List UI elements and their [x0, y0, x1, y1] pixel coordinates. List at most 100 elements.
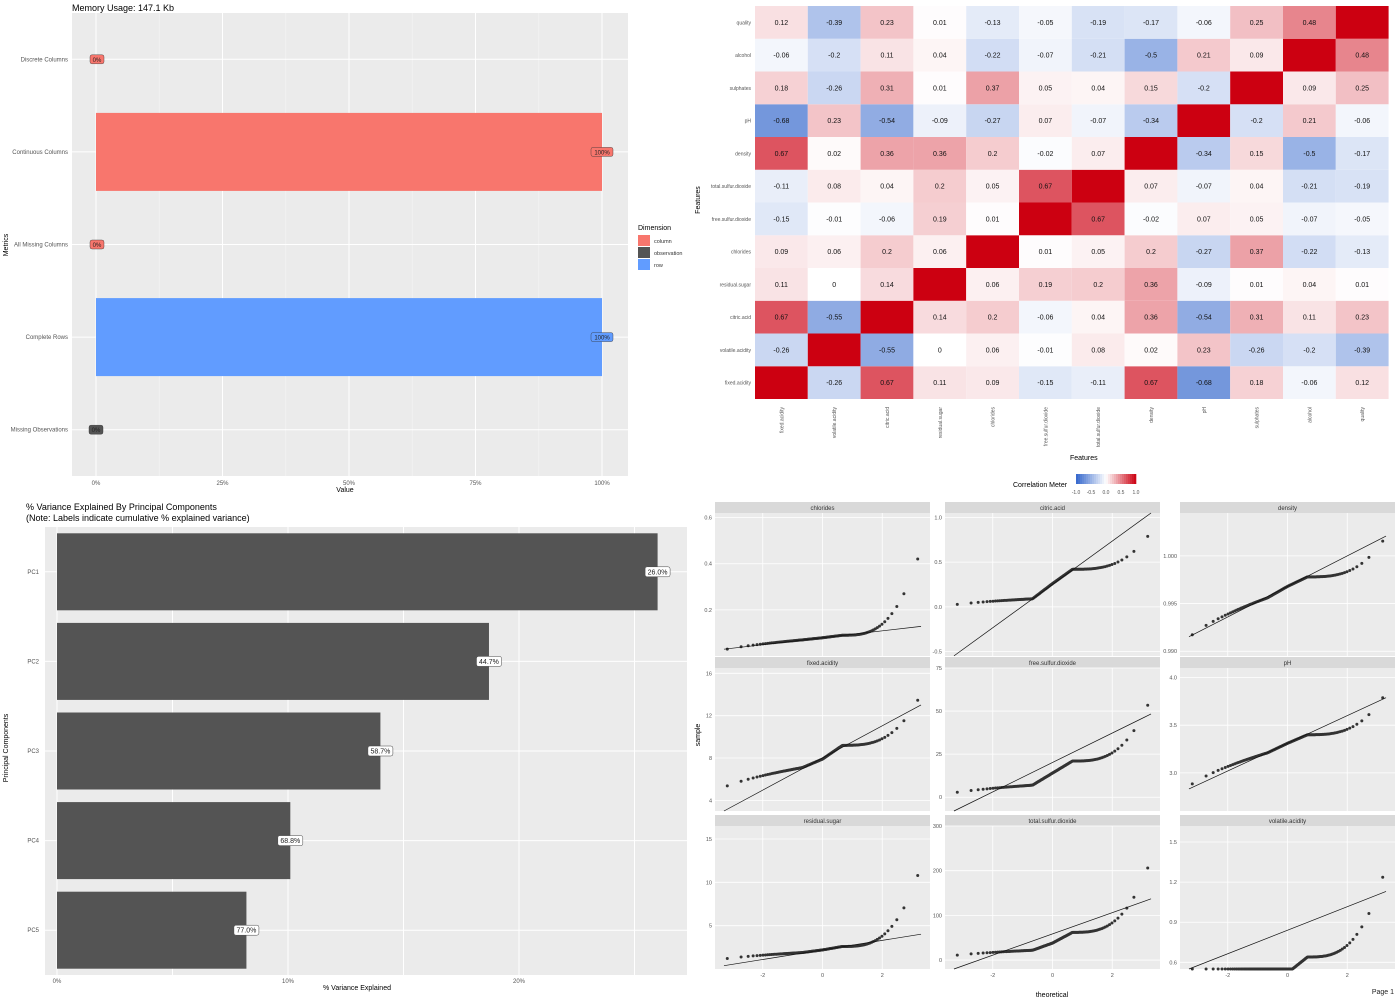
heatmap-cell [966, 38, 1019, 72]
qq-y-tick-label: 3.0 [1169, 771, 1177, 777]
heatmap-cell-label: 0.07 [1144, 184, 1158, 191]
intro-legend-title: Dimension [638, 225, 671, 232]
qq-y-tick-label: 1.0 [934, 515, 942, 521]
qq-point [981, 951, 985, 955]
qq-point [1348, 726, 1352, 730]
heatmap-cell [755, 137, 808, 170]
qq-point [916, 873, 920, 877]
heatmap-cell [1019, 169, 1072, 203]
qq-y-tick-label: 5 [709, 924, 712, 930]
qq-facet-strip-label: fixed.acidity [807, 661, 838, 667]
qq-point [725, 957, 729, 961]
qq-point [739, 779, 743, 783]
heatmap-cell-label: -0.06 [773, 53, 789, 60]
qq-y-tick-label: 1.000 [1163, 554, 1177, 560]
qq-y-tick-label: 0.990 [1163, 649, 1177, 655]
heatmap-legend-gradient-step [1076, 474, 1079, 484]
heatmap-cell-label: -0.15 [773, 216, 789, 223]
pca-bar [57, 712, 381, 790]
qq-point [1120, 912, 1124, 916]
heatmap-legend-gradient-step [1080, 474, 1083, 484]
qq-y-tick-label: 0.0 [934, 605, 942, 611]
heatmap-cell-label: 0.21 [1197, 53, 1211, 60]
plot-pca-panel: % Variance Explained By Principal Compon… [0, 498, 695, 999]
qq-facet-strip-label: free.sulfur.dioxide [1029, 661, 1077, 667]
heatmap-cell [1071, 38, 1125, 72]
heatmap-cell [1177, 235, 1231, 268]
qq-y-tick-label: 100 [933, 913, 942, 919]
intro-x-tick-label: 75% [469, 481, 482, 487]
heatmap-cell-label: -0.11 [1090, 380, 1106, 387]
heatmap-cell [1230, 333, 1283, 367]
heatmap-cell-label: 0.67 [1144, 380, 1158, 387]
heatmap-legend-gradient-step [1116, 474, 1119, 484]
heatmap-cell [1177, 71, 1231, 105]
heatmap-x-tick-label: fixed.acidity [779, 407, 785, 434]
plot-intro-chart: Memory Usage: 147.1 Kb 0% 25% 50% 75% 100% Dis… [3, 3, 682, 494]
qq-point [878, 738, 882, 742]
qq-y-tick-label: 0.995 [1163, 602, 1177, 608]
qq-facet-strip [1180, 815, 1395, 826]
heatmap-cell [913, 38, 967, 72]
heatmap-cell-label: 0.2 [988, 151, 998, 158]
heatmap-cell [913, 300, 967, 334]
qq-facet-free-sulfur-dioxide: free.sulfur.dioxide 0 25 50 75 [936, 657, 1160, 812]
heatmap-cell [1335, 169, 1389, 203]
heatmap-cell [1230, 300, 1283, 334]
heatmap-cell-label: -0.06 [879, 216, 895, 223]
qq-point [1220, 967, 1224, 971]
qq-point [1345, 943, 1349, 947]
heatmap-legend-gradient-step [1082, 474, 1085, 484]
qq-point [993, 599, 997, 603]
qq-point [1116, 916, 1120, 920]
heatmap-cell [807, 6, 861, 39]
heatmap-cell-label: 0.07 [1197, 216, 1211, 223]
intro-data-label: 100% [594, 150, 610, 156]
pca-x-tick-label: 0% [53, 979, 62, 985]
qq-point [1351, 567, 1355, 571]
pca-bar [57, 622, 489, 700]
heatmap-cell [1071, 202, 1125, 236]
pca-bar [57, 533, 658, 611]
heatmap-cell [966, 268, 1019, 301]
heatmap-cell [966, 6, 1019, 39]
qq-y-tick-label: 15 [706, 837, 712, 843]
qq-y-tick-label: 16 [706, 671, 712, 677]
qq-point [985, 951, 989, 955]
qq-point [1343, 571, 1347, 575]
heatmap-cell-label: 0.08 [1091, 347, 1105, 354]
heatmap-cell [966, 202, 1019, 236]
heatmap-cell-label: -0.19 [1354, 184, 1370, 191]
qq-point [880, 622, 884, 626]
qq-point [1367, 555, 1371, 559]
heatmap-cell [1283, 137, 1336, 170]
qq-point [886, 616, 890, 620]
heatmap-cell [755, 333, 808, 367]
qq-reference-line [723, 933, 922, 967]
heatmap-cell-label: 0.25 [1355, 85, 1369, 92]
qq-point [746, 954, 750, 958]
pca-bar [57, 802, 291, 880]
qq-point [761, 953, 765, 957]
heatmap-cell [755, 104, 808, 137]
heatmap-cell [1283, 71, 1336, 105]
qq-facet-citric-acid: citric.acid -0.5 0.0 0.5 1.0 [933, 502, 1160, 657]
heatmap-cell [755, 71, 808, 105]
qq-point [880, 737, 884, 741]
heatmap-cell-label: 0.01 [933, 85, 947, 92]
heatmap-cell [1071, 104, 1125, 137]
qq-point [1220, 615, 1224, 619]
heatmap-cell-label: 0.2 [988, 315, 998, 322]
qq-point [955, 602, 959, 606]
heatmap-cell-label: -0.09 [1196, 282, 1212, 289]
heatmap-cell [1335, 268, 1389, 301]
heatmap-cell [1283, 104, 1336, 137]
heatmap-cell-label: -0.22 [985, 53, 1001, 60]
pca-title: % Variance Explained By Principal Compon… [26, 502, 217, 512]
heatmap-cell [966, 71, 1019, 105]
qq-facet-strip-label: density [1278, 506, 1297, 512]
heatmap-cell [913, 104, 967, 137]
heatmap-cell [1071, 169, 1125, 203]
intro-data-label-box [89, 239, 105, 250]
heatmap-x-tick-label: quality [1360, 407, 1366, 422]
